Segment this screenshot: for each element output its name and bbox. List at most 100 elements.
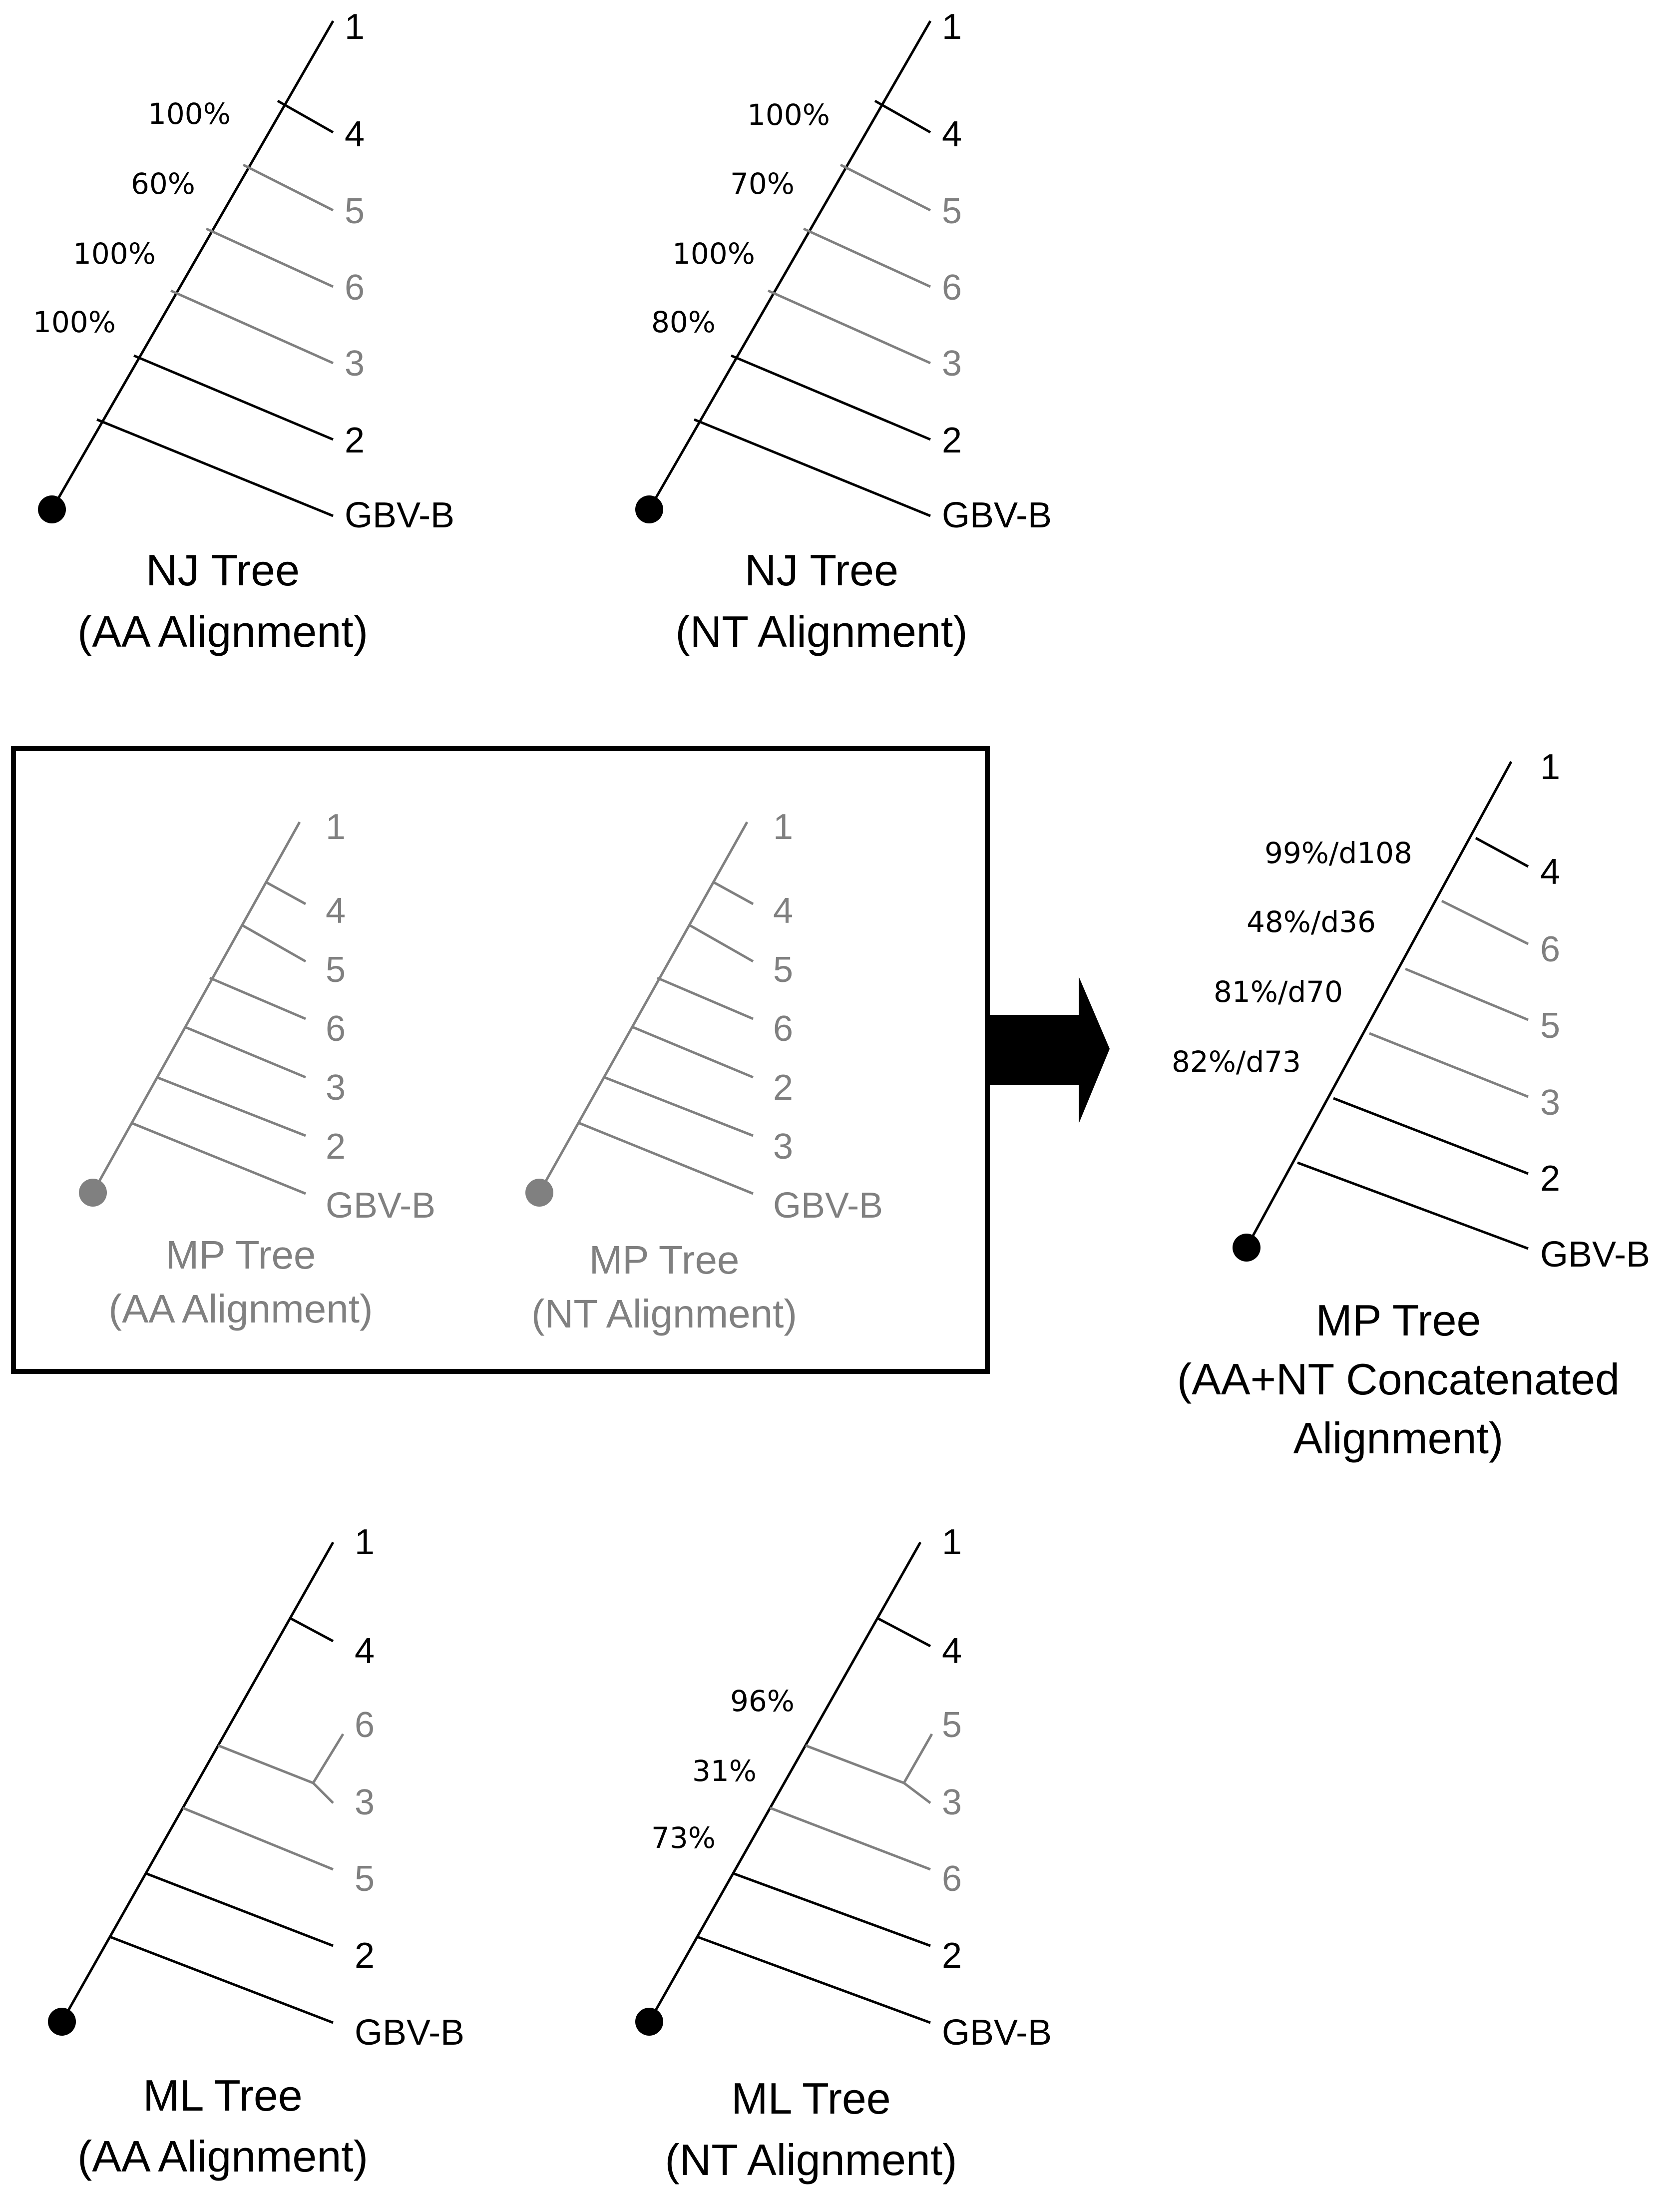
tip-label: 1 (942, 7, 962, 47)
tree-caption: Alignment) (1293, 1413, 1504, 1463)
tip-label: 1 (942, 1522, 962, 1562)
tip-label: 6 (345, 268, 365, 308)
tip-label: 2 (1540, 1159, 1560, 1199)
tip-label: 3 (942, 344, 962, 384)
mp-nt-tree: 1 4 5 6 2 3 GBV-B MP Tree (NT Alignment) (525, 807, 883, 1336)
support-value: 31% (692, 1754, 757, 1788)
tip-label: 1 (326, 807, 346, 847)
tip-label: 2 (942, 1936, 962, 1976)
support-value: 100% (33, 305, 116, 339)
tip-label: 1 (773, 807, 793, 847)
support-value: 82%/d73 (1172, 1045, 1301, 1079)
support-value: 99%/d108 (1264, 836, 1412, 870)
tip-label: 5 (345, 191, 365, 231)
support-value: 70% (730, 167, 795, 201)
tip-label: 3 (773, 1127, 793, 1167)
tip-label: 4 (345, 114, 365, 154)
tip-label: 5 (355, 1859, 375, 1899)
tree-caption: (AA Alignment) (108, 1287, 373, 1331)
tip-label: 5 (773, 950, 793, 990)
support-value: 100% (672, 237, 755, 271)
support-value: 100% (747, 98, 830, 132)
mp-trees-box (11, 746, 990, 1374)
support-value: 73% (651, 1821, 716, 1855)
ml-aa-tree: 1 4 6 3 5 2 GBV-B ML Tree (AA Alignment) (48, 1522, 464, 2181)
root-node (635, 2008, 663, 2036)
tip-label: 6 (326, 1009, 346, 1049)
nj-aa-tree: 1 4 5 6 3 2 GBV-B 100% 60% 100% 100% NJ … (33, 7, 454, 656)
tree-caption: (AA Alignment) (77, 2132, 368, 2181)
nj-nt-tree: 1 4 5 6 3 2 GBV-B 100% 70% 100% 80% NJ T… (635, 7, 1052, 656)
tree-caption: MP Tree (589, 1238, 740, 1282)
tip-label: GBV-B (326, 1186, 435, 1226)
support-value: 100% (148, 97, 231, 131)
mp-concat-tree: 1 4 6 5 3 2 GBV-B 99%/d108 48%/d36 81%/d… (1172, 747, 1650, 1463)
tip-label: 2 (773, 1068, 793, 1108)
ml-nt-tree: 1 4 5 3 6 2 GBV-B 96% 31% 73% ML Tree (N… (635, 1522, 1052, 2185)
tip-label: 4 (355, 1631, 375, 1671)
tip-label: 4 (942, 114, 962, 154)
tip-label: 5 (942, 1705, 962, 1745)
tree-branches (1245, 761, 1529, 1250)
support-value: 80% (651, 305, 716, 339)
tree-branches (538, 821, 754, 1195)
root-node (79, 1179, 107, 1207)
tip-label: 4 (1540, 852, 1560, 892)
tip-label: 2 (326, 1127, 346, 1167)
tree-caption: (AA+NT Concatenated (1177, 1354, 1620, 1404)
tip-label: GBV-B (355, 2013, 464, 2053)
tip-label: 3 (1540, 1083, 1560, 1123)
tree-caption: NJ Tree (146, 545, 300, 595)
tree-caption: MP Tree (166, 1233, 316, 1277)
support-value: 81%/d70 (1214, 975, 1343, 1009)
tip-label: GBV-B (942, 495, 1052, 535)
tip-label: 1 (1540, 747, 1560, 787)
tree-caption: (NT Alignment) (675, 607, 967, 656)
tip-label: 3 (355, 1782, 375, 1822)
tip-label: 5 (326, 950, 346, 990)
tip-label: 6 (942, 268, 962, 308)
arrow-icon (988, 976, 1110, 1124)
tree-branches (648, 1541, 933, 2024)
tip-label: GBV-B (773, 1186, 883, 1226)
support-value: 60% (131, 167, 195, 201)
tree-caption: (NT Alignment) (531, 1292, 797, 1336)
tip-label: GBV-B (942, 2013, 1052, 2053)
support-value: 96% (730, 1684, 795, 1718)
tree-branches (50, 20, 335, 517)
tree-branches (91, 821, 307, 1195)
tip-label: 2 (355, 1936, 375, 1976)
tree-caption: ML Tree (143, 2071, 303, 2120)
tip-label: 3 (345, 344, 365, 384)
tip-label: 5 (942, 191, 962, 231)
tree-caption: NJ Tree (745, 545, 898, 595)
mp-aa-tree: 1 4 5 6 3 2 GBV-B MP Tree (AA Alignment) (79, 807, 435, 1331)
root-node (635, 495, 663, 523)
tip-label: 6 (942, 1859, 962, 1899)
tip-label: 3 (326, 1068, 346, 1108)
tip-label: 2 (345, 421, 365, 460)
root-node (38, 495, 66, 523)
tip-label: 4 (326, 891, 346, 931)
support-value: 100% (73, 237, 156, 271)
support-value: 48%/d36 (1247, 905, 1376, 939)
tree-caption: (NT Alignment) (665, 2135, 957, 2185)
tip-label: 1 (345, 7, 365, 47)
root-node (1233, 1234, 1260, 1262)
tip-label: 5 (1540, 1006, 1560, 1046)
tip-label: GBV-B (345, 495, 454, 535)
tip-label: 4 (773, 891, 793, 931)
tip-label: 6 (355, 1705, 375, 1745)
tip-label: 2 (942, 421, 962, 460)
tree-branches (648, 20, 932, 517)
tree-caption: ML Tree (731, 2074, 891, 2123)
root-node (525, 1179, 553, 1207)
tip-label: 4 (942, 1631, 962, 1671)
tip-label: 3 (942, 1782, 962, 1822)
tip-label: 6 (773, 1009, 793, 1049)
tree-caption: (AA Alignment) (77, 607, 368, 656)
tree-caption: MP Tree (1316, 1296, 1481, 1345)
tip-label: 1 (355, 1522, 375, 1562)
tip-label: GBV-B (1540, 1235, 1650, 1275)
